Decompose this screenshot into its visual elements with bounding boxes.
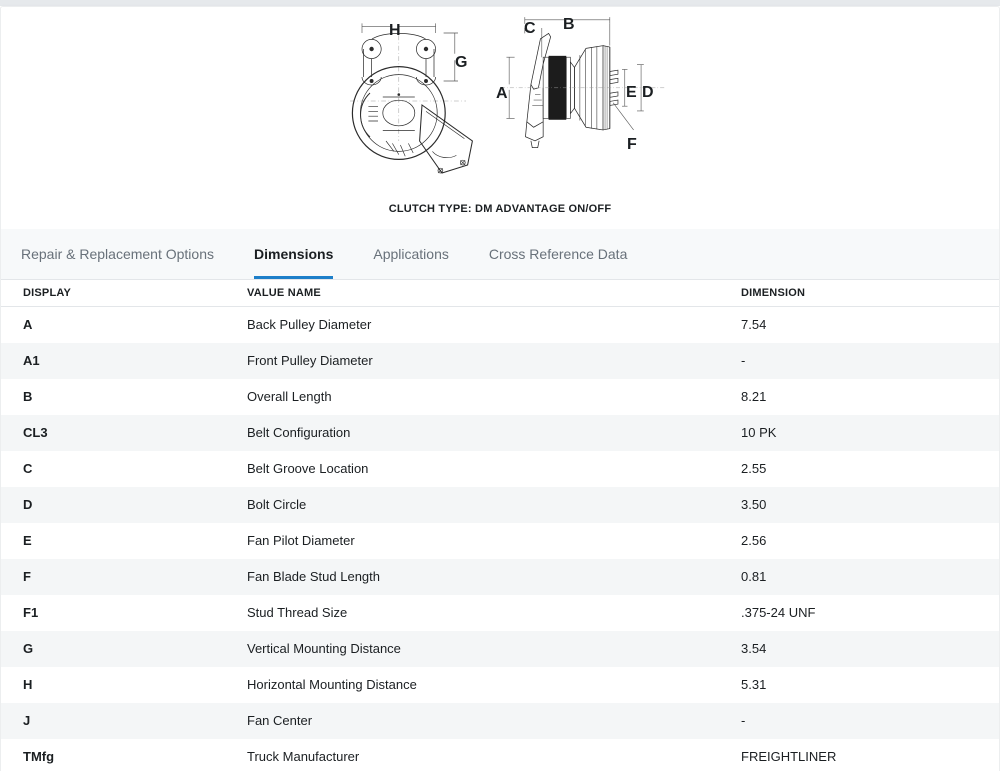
svg-text:A: A: [496, 85, 508, 102]
svg-text:H: H: [389, 22, 401, 39]
svg-text:F: F: [627, 136, 637, 153]
svg-text:B: B: [563, 16, 575, 33]
svg-text:D: D: [642, 84, 654, 101]
svg-text:C: C: [524, 20, 536, 37]
svg-text:E: E: [626, 84, 637, 101]
svg-text:G: G: [455, 54, 467, 71]
